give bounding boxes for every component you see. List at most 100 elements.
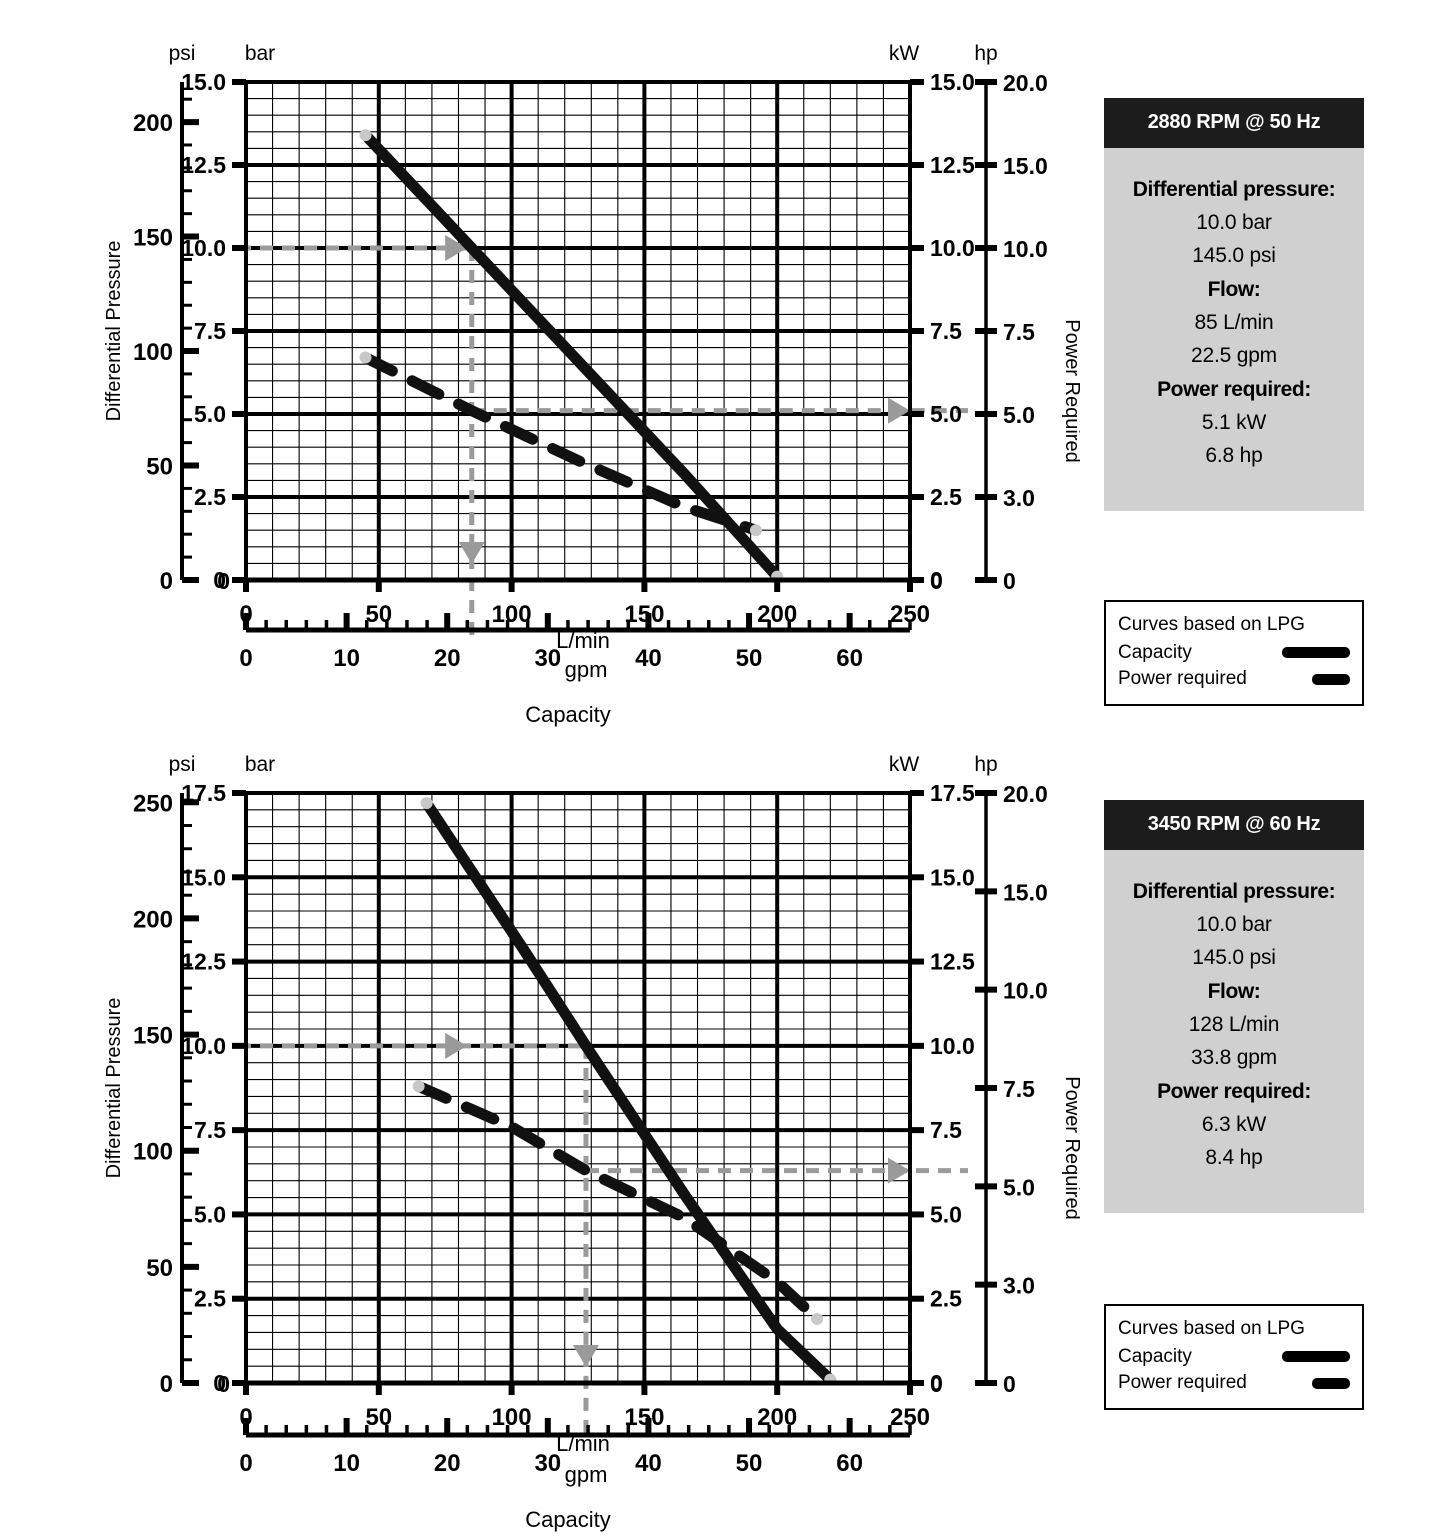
grid [244,791,912,1385]
capacity-curve-start-marker [359,129,372,142]
lmin-axis-tick-label: 0 [239,1404,252,1431]
lmin-axis-tick-label: 100 [492,1404,532,1431]
power-required-curve [413,1080,823,1325]
bar-axis-tick-label: 12.5 [181,152,226,178]
y2-axis-title: Power Required [1061,1076,1080,1219]
bar-unit-label: bar [245,753,275,776]
psi-axis-tick-label: 50 [146,1255,173,1282]
bar-axis-tick-label: 0 [213,567,226,593]
gpm-axis-tick-label: 30 [534,1450,561,1477]
flow-lmin-value: 85 L/min [1194,311,1274,334]
axes: 02.55.07.510.012.515.017.5bar05010015020… [103,753,1080,1532]
bar-unit-label: bar [245,42,275,65]
kw-axis-tick-label: 10.0 [930,1033,975,1059]
bar-axis-tick-label: 5.0 [194,401,226,427]
chart-panel-60hz: 0 2.5 5.0 7.5 10.0 12.5 15.0 17.5 bar 0 50 100 150 20… [0,718,1433,1537]
psi-axis-tick-label: 50 [146,454,173,481]
performance-chart-50hz: 02.55.07.510.012.515.0bar050100150200psi… [103,42,1080,727]
pressure-bar-value: 10.0 bar [1196,211,1272,234]
legend-item-power: Power required [1118,1370,1350,1396]
psi-axis-tick-label: 150 [133,1023,173,1050]
hp-unit-label: hp [974,753,997,776]
kw-axis-tick-label: 12.5 [930,949,975,975]
differential-pressure-label: Differential pressure: [1132,880,1336,903]
legend-item-capacity: Capacity [1118,1344,1350,1370]
kw-axis-tick-label: 0 [930,1370,943,1396]
grid [244,80,912,582]
gpm-axis-tick-label: 40 [635,645,662,672]
performance-chart-60hz: 02.55.07.510.012.515.017.5bar05010015020… [103,753,1080,1532]
capacity-curve [421,797,836,1386]
flow-gpm-value: 22.5 gpm [1191,344,1277,367]
psi-axis-tick-label: 0 [160,568,173,595]
flow-gpm-value: 33.8 gpm [1191,1046,1277,1069]
psi-unit-label: psi [169,42,196,65]
guide-lines [238,235,968,636]
legend-capacity-label: Capacity [1118,1345,1192,1367]
bar-axis-tick-label: 15.0 [181,864,226,890]
info-panel-50hz: 2880 RPM @ 50 Hz Differential pressure: … [1104,98,1364,511]
lmin-axis-tick-label: 200 [757,1404,797,1431]
kw-axis-tick-label: 2.5 [930,1286,962,1312]
kw-zero-label: 0 [930,1371,943,1397]
hp-axis-tick-label: 0 [1003,568,1016,594]
kw-axis-tick-label: 7.5 [930,318,962,344]
power-line-swatch-icon [1312,673,1350,685]
gpm-axis-tick-label: 10 [333,1450,360,1477]
kw-axis-tick-label: 10.0 [930,235,975,261]
psi-axis-tick-label: 100 [133,1139,173,1166]
hp-axis-tick-label: 3.0 [1003,1273,1035,1299]
pressure-psi-value: 145.0 psi [1192,244,1276,267]
flow-guide-arrow-icon [572,1345,599,1367]
pressure-guide-arrow-icon [445,1032,468,1059]
hp-axis-tick-label: 3.0 [1003,485,1035,511]
hp-axis-tick-label: 5.0 [1003,402,1035,428]
hp-unit-label: hp [974,42,997,65]
gpm-axis-tick-label: 0 [239,1450,252,1477]
power-curve-end-marker [811,1312,824,1325]
hp-axis-tick-label: 10.0 [1003,978,1048,1004]
legend-item-power: Power required [1118,666,1350,692]
flow-guide-arrow-icon [458,542,485,564]
power-kw-value: 5.1 kW [1201,411,1267,434]
legend-box-50hz: Curves based on LPG Capacity Power requi… [1104,600,1364,706]
kw-axis-tick-label: 2.5 [930,484,962,510]
bar-axis-tick-label: 15.0 [181,69,226,95]
power-line-swatch-icon [1312,1377,1350,1389]
gpm-axis-tick-label: 40 [635,1450,662,1477]
curves [359,129,784,583]
flow-label: Flow: [1207,980,1261,1003]
hp-axis-tick-label: 7.5 [1003,319,1035,345]
bar-axis-tick-label: 7.5 [194,1117,226,1143]
kw-axis-tick-label: 0 [930,567,943,593]
curves [412,797,837,1386]
axes: 02.55.07.510.012.515.0bar050100150200psi… [103,42,1080,727]
gpm-axis-tick-label: 0 [239,645,252,672]
capacity-line-swatch-icon [1282,1350,1350,1362]
legend-title: Curves based on LPG [1118,1318,1305,1339]
gpm-axis-tick-label: 20 [434,1450,461,1477]
hp-axis-tick-label: 0 [1003,1371,1016,1397]
power-curve-start-marker [359,351,372,364]
hp-axis-tick-label: 10.0 [1003,236,1048,262]
y-axis-title: Differential Pressure [103,998,125,1179]
lmin-axis-tick-label: 150 [624,601,664,628]
hp-axis-tick-label: 5.0 [1003,1174,1035,1200]
hp-axis-tick-label: 7.5 [1003,1076,1035,1102]
gpm-axis-tick-label: 60 [836,1450,863,1477]
hp-axis-tick-label: 20.0 [1003,781,1048,807]
bar-axis-tick-label: 7.5 [194,318,226,344]
legend-power-label: Power required [1118,668,1247,690]
gpm-unit-label: gpm [565,657,608,682]
hp-axis-tick-label: 15.0 [1003,879,1048,905]
kw-axis-tick-label: 5.0 [930,1201,962,1227]
flow-lmin-value: 128 L/min [1188,1013,1280,1036]
info-panel-body: Differential pressure: 10.0 bar 145.0 ps… [1104,148,1364,511]
hp-axis-tick-label: 15.0 [1003,153,1048,179]
lmin-axis-tick-label: 150 [624,1404,664,1431]
power-guide-arrow-icon [888,1157,910,1184]
guide-lines [238,1032,968,1441]
differential-pressure-label: Differential pressure: [1132,178,1336,201]
capacity-line-swatch-icon [1282,646,1350,658]
bar-zero-label: 0 [217,1371,230,1397]
